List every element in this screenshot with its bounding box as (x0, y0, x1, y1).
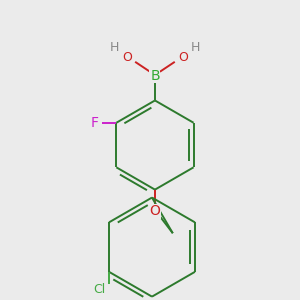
Text: O: O (122, 51, 132, 64)
Text: F: F (91, 116, 98, 130)
Text: B: B (150, 69, 160, 83)
Text: Cl: Cl (93, 283, 105, 296)
Text: H: H (110, 41, 119, 55)
Text: O: O (178, 51, 188, 64)
Text: O: O (149, 204, 161, 218)
Text: H: H (191, 41, 200, 55)
